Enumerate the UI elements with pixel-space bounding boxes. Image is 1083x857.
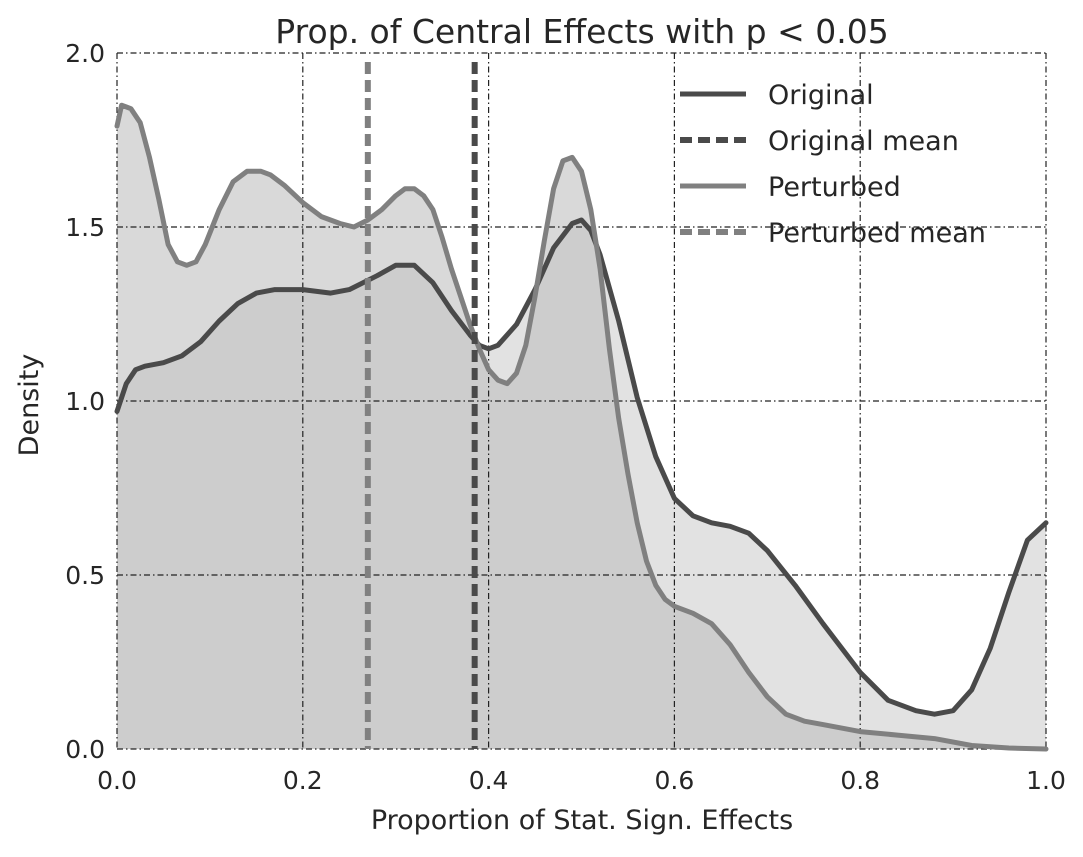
x-axis-title: Proportion of Stat. Sign. Effects	[371, 805, 793, 836]
y-axis-title: Density	[14, 354, 45, 457]
legend: Original Original mean Perturbed Perturbed …	[680, 80, 986, 249]
legend-label-perturbed-mean: Perturbed mean	[768, 218, 986, 249]
x-tick-label: 0.0	[97, 766, 137, 795]
line-layer	[114, 62, 1049, 752]
y-tick-label: 1.5	[65, 213, 105, 242]
legend-label-original-mean: Original mean	[768, 126, 959, 157]
tick-layer: 0.0 0.2 0.4 0.6 0.8 1.0 0.0 0.5 1.0 1.5 2.0	[65, 39, 1066, 795]
x-tick-label: 0.4	[469, 766, 509, 795]
x-tick-label: 0.2	[283, 766, 323, 795]
area-fill-perturbed	[117, 105, 1046, 749]
line-original	[114, 217, 1049, 717]
legend-label-perturbed: Perturbed	[768, 172, 901, 203]
y-tick-label: 0.5	[65, 561, 105, 590]
chart-title: Prop. of Central Effects with p < 0.05	[275, 12, 888, 51]
line-perturbed	[114, 102, 1049, 752]
grid-layer	[116, 52, 1047, 750]
fill-layer	[117, 105, 1046, 749]
y-tick-label: 1.0	[65, 387, 105, 416]
y-tick-label: 2.0	[65, 39, 105, 68]
y-tick-label: 0.0	[65, 735, 105, 764]
x-tick-label: 0.6	[655, 766, 695, 795]
legend-label-original: Original	[768, 80, 874, 111]
x-tick-label: 0.8	[840, 766, 880, 795]
x-tick-label: 1.0	[1026, 766, 1066, 795]
